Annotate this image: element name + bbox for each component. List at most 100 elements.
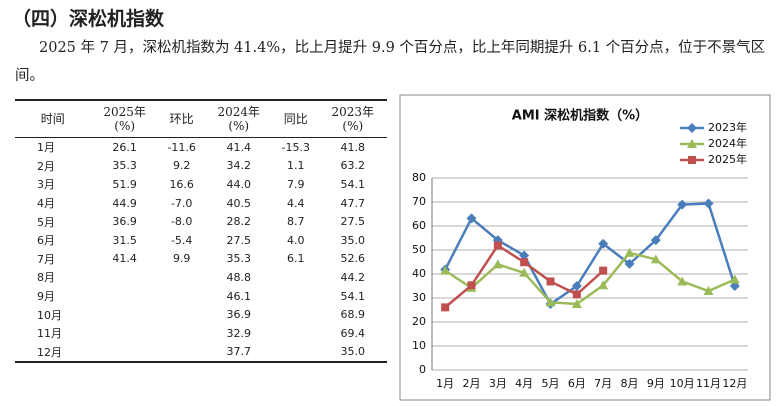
- table-cell: 54.1: [340, 177, 366, 191]
- marker: [441, 303, 450, 312]
- marker: [703, 286, 714, 296]
- table-cell: 4月: [37, 197, 55, 211]
- marker: [624, 258, 635, 269]
- table-cell: 69.4: [340, 326, 366, 340]
- chart-frame: [399, 94, 771, 401]
- table-cell: 26.1: [112, 140, 137, 154]
- table-cell: -7.0: [170, 196, 193, 210]
- paragraph: 2025 年 7 月，深松机指数为 41.4%，比上月提升 9.9 个百分点，比…: [15, 40, 766, 84]
- table-cell: 8月: [37, 271, 55, 285]
- y-tick-label: 30: [412, 291, 426, 304]
- x-tick-label: 1月: [436, 377, 454, 390]
- legend-marker: [688, 156, 696, 164]
- table-cell: 1月: [37, 141, 55, 155]
- marker: [624, 247, 635, 257]
- legend-marker: [687, 123, 697, 133]
- table-row: 12月 37.7 35.0: [15, 342, 387, 364]
- table-row: 7月 41.4 9.9 35.3 6.1 52.6: [15, 250, 387, 269]
- table-cell: 4.4: [287, 196, 305, 210]
- table-cell: 16.6: [169, 177, 194, 191]
- x-tick-label: 11月: [696, 377, 721, 390]
- legend-label: 2025年: [708, 152, 747, 166]
- table-cell: 9月: [37, 290, 55, 304]
- table-cell: 41.8: [340, 140, 366, 154]
- table-cell: 32.9: [226, 326, 251, 340]
- table-cell: 8.7: [287, 215, 305, 229]
- table-cell: 35.0: [340, 233, 366, 247]
- table-cell: -5.4: [170, 233, 193, 247]
- table-cell: 40.5: [226, 196, 251, 210]
- x-tick-label: 5月: [542, 377, 560, 390]
- marker: [466, 213, 477, 224]
- table-row: 2月 35.3 9.2 34.2 1.1 63.2: [15, 157, 387, 176]
- table-row: 8月 48.8 44.2: [15, 268, 387, 287]
- table-cell: 44.2: [340, 270, 366, 284]
- table-cell: 9.2: [172, 159, 191, 173]
- y-tick-label: 40: [412, 267, 426, 280]
- table-header-cell: 同比: [272, 99, 319, 138]
- marker: [598, 238, 609, 249]
- data-table: 时间 2025年 (%) 环比 2024年 (%) 同比 2023年 (%) 1月 26.1 -…: [15, 99, 387, 364]
- table-cell: [90, 342, 159, 364]
- marker: [650, 235, 661, 246]
- x-tick-label: 4月: [515, 377, 533, 390]
- table-cell: 1.1: [287, 159, 305, 173]
- table-header-cell: 时间: [15, 99, 91, 138]
- y-tick-label: 50: [412, 243, 426, 256]
- marker: [492, 259, 503, 269]
- table-cell: 36.9: [112, 215, 137, 229]
- table-cell: 7月: [37, 252, 55, 266]
- table-row: 9月 46.1 54.1: [15, 287, 387, 306]
- table-cell: 41.4: [226, 140, 251, 154]
- marker: [650, 254, 661, 264]
- table-cell: [272, 342, 319, 364]
- table-cell: 31.5: [112, 233, 137, 247]
- table-cell: 28.2: [226, 215, 251, 229]
- table-cell: 36.9: [226, 308, 251, 322]
- table-cell: 10月: [37, 308, 62, 322]
- marker: [677, 199, 688, 210]
- table-cell: 44.0: [226, 177, 251, 191]
- table-cell: 35.3: [226, 252, 251, 266]
- table-row: 3月 51.9 16.6 44.0 7.9 54.1: [15, 175, 387, 194]
- table-header-cell: 2024年 (%): [204, 99, 273, 138]
- marker: [520, 258, 529, 267]
- marker: [572, 290, 581, 299]
- table-header-cell: 2023年 (%): [318, 99, 387, 138]
- table-row: 10月 36.9 68.9: [15, 305, 387, 324]
- x-tick-label: 9月: [647, 377, 665, 390]
- table-cell: 2月: [37, 159, 55, 173]
- table-cell: 6.1: [287, 252, 305, 266]
- y-tick-label: 60: [412, 219, 426, 232]
- legend-label: 2024年: [708, 136, 747, 150]
- marker: [546, 277, 555, 286]
- marker: [545, 297, 556, 307]
- marker: [467, 281, 476, 290]
- table-cell: [158, 342, 205, 364]
- marker: [519, 250, 530, 261]
- table-cell: 6月: [37, 234, 55, 248]
- table-cell: 3月: [37, 178, 55, 192]
- marker: [493, 241, 502, 250]
- marker: [703, 198, 714, 209]
- marker: [599, 266, 608, 275]
- table-cell: 63.2: [340, 159, 366, 173]
- table-cell: -15.3: [281, 140, 310, 154]
- y-tick-label: 10: [412, 339, 426, 352]
- table-cell: 68.9: [340, 308, 366, 322]
- legend-label: 2023年: [708, 120, 747, 134]
- table-cell: 11月: [37, 327, 62, 341]
- y-tick-label: 70: [412, 195, 426, 208]
- table-row: 1月 26.1 -11.6 41.4 -15.3 41.8: [15, 138, 387, 157]
- x-tick-label: 7月: [594, 377, 612, 390]
- y-tick-label: 0: [419, 363, 426, 376]
- marker: [729, 274, 740, 284]
- marker: [598, 280, 609, 290]
- table-cell: 5月: [37, 215, 55, 229]
- table-cell: 4.0: [287, 233, 305, 247]
- table-cell: 27.5: [340, 215, 366, 229]
- table-header-cell: 2025年 (%): [90, 99, 159, 138]
- marker: [571, 281, 582, 291]
- marker: [519, 267, 530, 277]
